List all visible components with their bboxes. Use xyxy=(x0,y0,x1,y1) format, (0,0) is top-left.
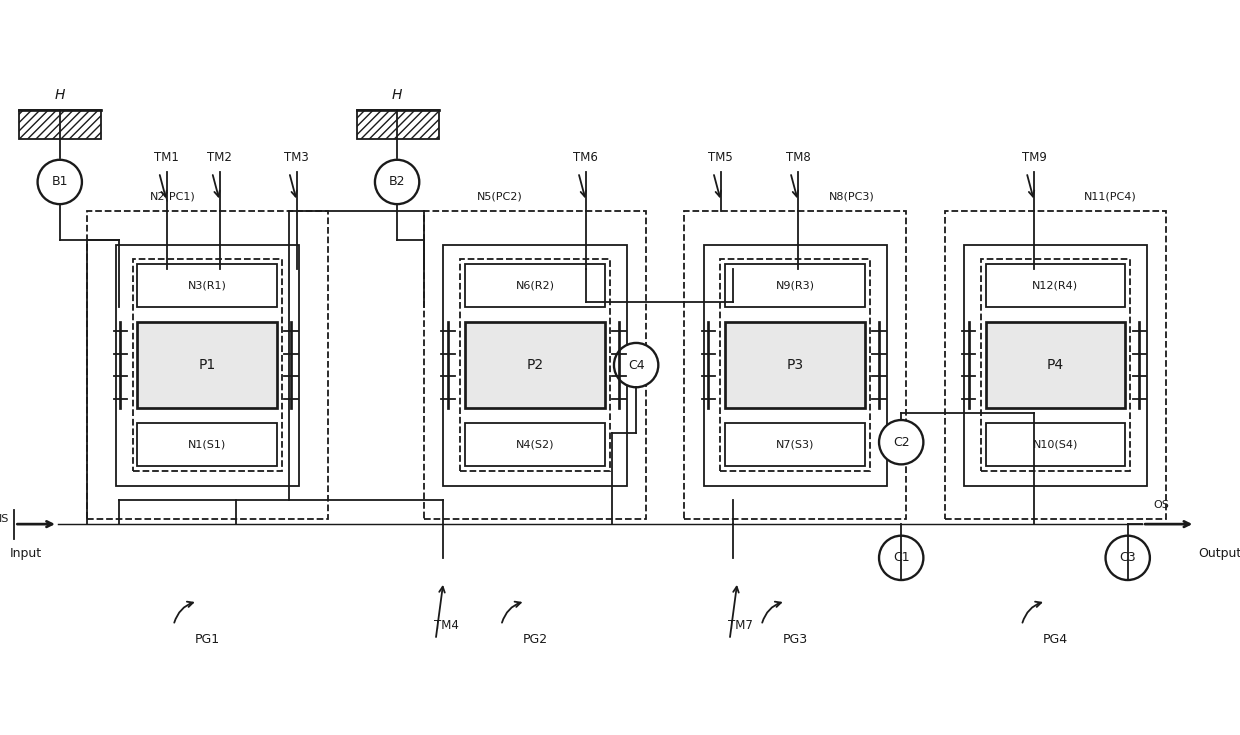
Text: N9(R3): N9(R3) xyxy=(776,281,815,290)
Text: P2: P2 xyxy=(526,358,543,372)
Text: TM5: TM5 xyxy=(708,151,733,165)
Text: TM7: TM7 xyxy=(728,619,753,632)
Circle shape xyxy=(614,343,658,387)
Text: PG2: PG2 xyxy=(522,634,548,646)
Text: TM4: TM4 xyxy=(434,619,459,632)
FancyBboxPatch shape xyxy=(138,322,277,409)
Text: N10(S4): N10(S4) xyxy=(1033,440,1078,450)
Text: N7(S3): N7(S3) xyxy=(776,440,815,450)
Text: PG1: PG1 xyxy=(195,634,219,646)
Text: C1: C1 xyxy=(893,551,909,564)
Text: IS: IS xyxy=(0,514,10,524)
Text: C4: C4 xyxy=(627,359,645,372)
FancyBboxPatch shape xyxy=(115,245,299,486)
Circle shape xyxy=(37,159,82,204)
Text: N5(PC2): N5(PC2) xyxy=(477,191,523,201)
FancyBboxPatch shape xyxy=(720,259,870,471)
Text: H: H xyxy=(55,88,64,102)
Text: C3: C3 xyxy=(1120,551,1136,564)
FancyBboxPatch shape xyxy=(703,245,887,486)
FancyBboxPatch shape xyxy=(138,423,277,466)
Text: H: H xyxy=(392,88,402,102)
Text: OS: OS xyxy=(1153,500,1169,509)
FancyBboxPatch shape xyxy=(725,423,866,466)
Text: TM6: TM6 xyxy=(573,151,599,165)
Text: Input: Input xyxy=(10,547,42,559)
Circle shape xyxy=(879,420,924,465)
Text: TM3: TM3 xyxy=(284,151,309,165)
Text: PG3: PG3 xyxy=(782,634,807,646)
Text: N8(PC3): N8(PC3) xyxy=(828,191,874,201)
Circle shape xyxy=(1106,536,1149,580)
FancyBboxPatch shape xyxy=(465,322,605,409)
FancyBboxPatch shape xyxy=(986,322,1126,409)
FancyBboxPatch shape xyxy=(20,110,102,139)
FancyBboxPatch shape xyxy=(138,264,277,307)
Text: B1: B1 xyxy=(52,176,68,188)
FancyBboxPatch shape xyxy=(963,245,1147,486)
Text: C2: C2 xyxy=(893,436,909,448)
Text: TM2: TM2 xyxy=(207,151,232,165)
Circle shape xyxy=(879,536,924,580)
FancyBboxPatch shape xyxy=(357,110,439,139)
Text: Output: Output xyxy=(1198,547,1240,559)
Text: N6(R2): N6(R2) xyxy=(516,281,554,290)
Text: N12(R4): N12(R4) xyxy=(1033,281,1079,290)
Text: TM9: TM9 xyxy=(1022,151,1047,165)
Text: N3(R1): N3(R1) xyxy=(187,281,227,290)
Text: N2(PC1): N2(PC1) xyxy=(149,191,195,201)
FancyBboxPatch shape xyxy=(981,259,1130,471)
FancyBboxPatch shape xyxy=(465,264,605,307)
Text: P4: P4 xyxy=(1047,358,1064,372)
Text: N11(PC4): N11(PC4) xyxy=(1084,191,1137,201)
FancyBboxPatch shape xyxy=(460,259,610,471)
Text: TM8: TM8 xyxy=(786,151,810,165)
FancyBboxPatch shape xyxy=(986,264,1126,307)
FancyBboxPatch shape xyxy=(725,264,866,307)
Text: B2: B2 xyxy=(389,176,405,188)
Text: N1(S1): N1(S1) xyxy=(188,440,227,450)
FancyBboxPatch shape xyxy=(133,259,281,471)
Circle shape xyxy=(374,159,419,204)
Text: TM1: TM1 xyxy=(154,151,179,165)
Text: P3: P3 xyxy=(786,358,804,372)
FancyBboxPatch shape xyxy=(465,423,605,466)
Text: N4(S2): N4(S2) xyxy=(516,440,554,450)
FancyBboxPatch shape xyxy=(986,423,1126,466)
Text: PG4: PG4 xyxy=(1043,634,1068,646)
FancyBboxPatch shape xyxy=(725,322,866,409)
FancyBboxPatch shape xyxy=(444,245,626,486)
Text: P1: P1 xyxy=(198,358,216,372)
